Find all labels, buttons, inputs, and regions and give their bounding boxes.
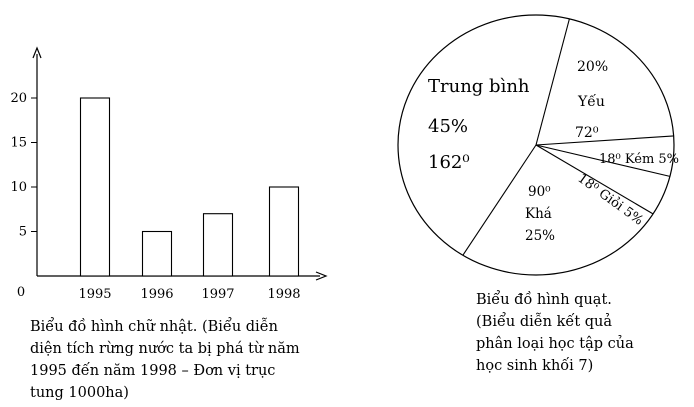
y-tick-label: 10	[10, 180, 27, 195]
pie-slice-boundary	[535, 144, 654, 215]
x-tick-label: 1995	[78, 287, 111, 302]
x-tick-label: 1997	[201, 287, 234, 302]
pie-slice-label: 162⁰	[428, 152, 470, 173]
pie-slice-label: 45%	[428, 116, 468, 137]
pie-slice-label: 18⁰ Kém 5%	[599, 152, 679, 167]
pie-slice-label: Yếu	[577, 93, 605, 110]
y-tick-label: 20	[10, 91, 27, 106]
pie-slice-boundary	[462, 144, 537, 256]
pie-slice-label: Trung bình	[428, 76, 530, 97]
y-tick-label: 15	[10, 136, 27, 151]
bar	[79, 97, 111, 277]
x-tick-label: 1996	[140, 287, 173, 302]
pie-slice-label: Khá	[525, 206, 552, 222]
bar	[202, 213, 234, 277]
bar	[141, 230, 173, 277]
bar-chart-caption: Biểu đồ hình chữ nhật. (Biểu diễn diện t…	[30, 319, 300, 401]
y-tick-label: 5	[19, 225, 27, 240]
x-axis-arrow	[315, 271, 328, 281]
x-tick-label: 1998	[267, 287, 300, 302]
bar	[268, 186, 300, 277]
y-axis-arrow	[32, 46, 42, 59]
bar-chart: 5 10 15 20 0 1995 1996 1997 1998	[10, 46, 328, 302]
pie-slice-boundary	[535, 18, 570, 146]
pie-slice-label: 25%	[525, 228, 555, 244]
pie-slice-label: 72⁰	[575, 125, 599, 141]
pie-slice-boundary	[535, 135, 674, 146]
pie-chart-caption: Biểu đồ hình quạt. (Biểu diễn kết quả ph…	[476, 292, 634, 374]
pie-slice-label: 20%	[577, 59, 608, 75]
pie-slice-boundary	[535, 144, 671, 177]
origin-label: 0	[17, 285, 25, 300]
pie-slice-label: 90⁰	[528, 184, 551, 200]
